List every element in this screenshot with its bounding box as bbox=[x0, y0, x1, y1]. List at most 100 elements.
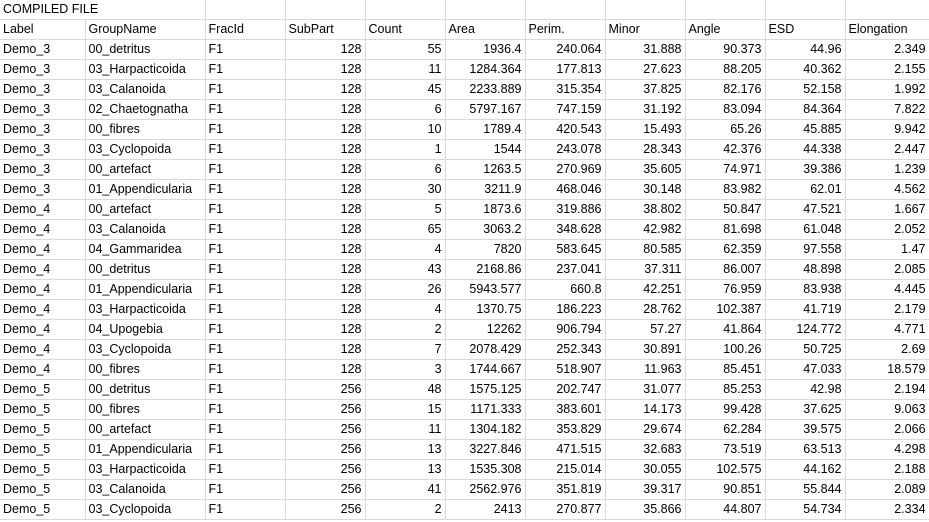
cell-angle[interactable]: 41.864 bbox=[685, 319, 766, 340]
empty-cell[interactable] bbox=[445, 0, 526, 20]
cell-angle[interactable]: 83.094 bbox=[685, 99, 766, 120]
cell-subpart[interactable]: 256 bbox=[285, 479, 366, 500]
cell-angle[interactable]: 76.959 bbox=[685, 279, 766, 300]
cell-minor[interactable]: 15.493 bbox=[605, 119, 686, 140]
cell-elongation[interactable]: 2.447 bbox=[845, 139, 929, 160]
cell-elongation[interactable]: 1.992 bbox=[845, 79, 929, 100]
cell-minor[interactable]: 31.077 bbox=[605, 379, 686, 400]
cell-minor[interactable]: 30.055 bbox=[605, 459, 686, 480]
cell-count[interactable]: 11 bbox=[365, 59, 446, 80]
cell-fracid[interactable]: F1 bbox=[205, 219, 286, 240]
cell-fracid[interactable]: F1 bbox=[205, 419, 286, 440]
cell-area[interactable]: 12262 bbox=[445, 319, 526, 340]
cell-elongation[interactable]: 1.47 bbox=[845, 239, 929, 260]
cell-perim[interactable]: 240.064 bbox=[525, 39, 606, 60]
cell-area[interactable]: 7820 bbox=[445, 239, 526, 260]
cell-perim[interactable]: 186.223 bbox=[525, 299, 606, 320]
cell-minor[interactable]: 30.891 bbox=[605, 339, 686, 360]
header-cell-elongation[interactable]: Elongation bbox=[845, 19, 929, 40]
cell-subpart[interactable]: 256 bbox=[285, 459, 366, 480]
cell-label[interactable]: Demo_5 bbox=[0, 499, 86, 520]
cell-elongation[interactable]: 9.063 bbox=[845, 399, 929, 420]
cell-subpart[interactable]: 128 bbox=[285, 359, 366, 380]
cell-subpart[interactable]: 128 bbox=[285, 119, 366, 140]
cell-minor[interactable]: 31.192 bbox=[605, 99, 686, 120]
cell-minor[interactable]: 30.148 bbox=[605, 179, 686, 200]
cell-subpart[interactable]: 256 bbox=[285, 439, 366, 460]
cell-fracid[interactable]: F1 bbox=[205, 459, 286, 480]
cell-perim[interactable]: 315.354 bbox=[525, 79, 606, 100]
cell-elongation[interactable]: 2.155 bbox=[845, 59, 929, 80]
cell-elongation[interactable]: 18.579 bbox=[845, 359, 929, 380]
cell-esd[interactable]: 47.521 bbox=[765, 199, 846, 220]
cell-subpart[interactable]: 128 bbox=[285, 179, 366, 200]
cell-fracid[interactable]: F1 bbox=[205, 339, 286, 360]
cell-perim[interactable]: 660.8 bbox=[525, 279, 606, 300]
cell-count[interactable]: 26 bbox=[365, 279, 446, 300]
cell-groupname[interactable]: 00_artefact bbox=[85, 159, 206, 180]
cell-elongation[interactable]: 9.942 bbox=[845, 119, 929, 140]
cell-perim[interactable]: 237.041 bbox=[525, 259, 606, 280]
cell-label[interactable]: Demo_3 bbox=[0, 179, 86, 200]
cell-area[interactable]: 2078.429 bbox=[445, 339, 526, 360]
header-cell-minor[interactable]: Minor bbox=[605, 19, 686, 40]
cell-area[interactable]: 1873.6 bbox=[445, 199, 526, 220]
cell-esd[interactable]: 55.844 bbox=[765, 479, 846, 500]
cell-subpart[interactable]: 128 bbox=[285, 139, 366, 160]
cell-esd[interactable]: 44.162 bbox=[765, 459, 846, 480]
cell-label[interactable]: Demo_4 bbox=[0, 199, 86, 220]
cell-elongation[interactable]: 2.052 bbox=[845, 219, 929, 240]
cell-esd[interactable]: 42.98 bbox=[765, 379, 846, 400]
header-cell-count[interactable]: Count bbox=[365, 19, 446, 40]
cell-minor[interactable]: 37.311 bbox=[605, 259, 686, 280]
cell-perim[interactable]: 319.886 bbox=[525, 199, 606, 220]
cell-esd[interactable]: 45.885 bbox=[765, 119, 846, 140]
cell-perim[interactable]: 270.969 bbox=[525, 159, 606, 180]
cell-groupname[interactable]: 03_Calanoida bbox=[85, 479, 206, 500]
empty-cell[interactable] bbox=[765, 0, 846, 20]
header-cell-label[interactable]: Label bbox=[0, 19, 86, 40]
cell-groupname[interactable]: 03_Harpacticoida bbox=[85, 299, 206, 320]
cell-label[interactable]: Demo_3 bbox=[0, 39, 86, 60]
cell-elongation[interactable]: 4.445 bbox=[845, 279, 929, 300]
cell-fracid[interactable]: F1 bbox=[205, 179, 286, 200]
cell-perim[interactable]: 518.907 bbox=[525, 359, 606, 380]
cell-elongation[interactable]: 1.667 bbox=[845, 199, 929, 220]
cell-groupname[interactable]: 00_artefact bbox=[85, 419, 206, 440]
cell-area[interactable]: 3227.846 bbox=[445, 439, 526, 460]
header-cell-fracid[interactable]: FracId bbox=[205, 19, 286, 40]
cell-elongation[interactable]: 4.771 bbox=[845, 319, 929, 340]
cell-area[interactable]: 1171.333 bbox=[445, 399, 526, 420]
cell-angle[interactable]: 74.971 bbox=[685, 159, 766, 180]
cell-angle[interactable]: 62.359 bbox=[685, 239, 766, 260]
cell-label[interactable]: Demo_3 bbox=[0, 99, 86, 120]
cell-esd[interactable]: 83.938 bbox=[765, 279, 846, 300]
cell-label[interactable]: Demo_5 bbox=[0, 479, 86, 500]
empty-cell[interactable] bbox=[845, 0, 929, 20]
cell-fracid[interactable]: F1 bbox=[205, 499, 286, 520]
cell-fracid[interactable]: F1 bbox=[205, 319, 286, 340]
cell-minor[interactable]: 31.888 bbox=[605, 39, 686, 60]
cell-minor[interactable]: 28.762 bbox=[605, 299, 686, 320]
cell-area[interactable]: 1789.4 bbox=[445, 119, 526, 140]
cell-subpart[interactable]: 128 bbox=[285, 299, 366, 320]
cell-count[interactable]: 45 bbox=[365, 79, 446, 100]
cell-minor[interactable]: 57.27 bbox=[605, 319, 686, 340]
cell-label[interactable]: Demo_4 bbox=[0, 339, 86, 360]
cell-groupname[interactable]: 00_detritus bbox=[85, 259, 206, 280]
cell-count[interactable]: 65 bbox=[365, 219, 446, 240]
cell-count[interactable]: 11 bbox=[365, 419, 446, 440]
cell-area[interactable]: 1263.5 bbox=[445, 159, 526, 180]
cell-fracid[interactable]: F1 bbox=[205, 239, 286, 260]
cell-esd[interactable]: 50.725 bbox=[765, 339, 846, 360]
cell-count[interactable]: 5 bbox=[365, 199, 446, 220]
cell-elongation[interactable]: 2.349 bbox=[845, 39, 929, 60]
cell-fracid[interactable]: F1 bbox=[205, 79, 286, 100]
cell-area[interactable]: 1304.182 bbox=[445, 419, 526, 440]
cell-subpart[interactable]: 128 bbox=[285, 319, 366, 340]
cell-count[interactable]: 4 bbox=[365, 239, 446, 260]
cell-groupname[interactable]: 00_detritus bbox=[85, 379, 206, 400]
cell-count[interactable]: 55 bbox=[365, 39, 446, 60]
cell-label[interactable]: Demo_4 bbox=[0, 299, 86, 320]
cell-subpart[interactable]: 128 bbox=[285, 279, 366, 300]
